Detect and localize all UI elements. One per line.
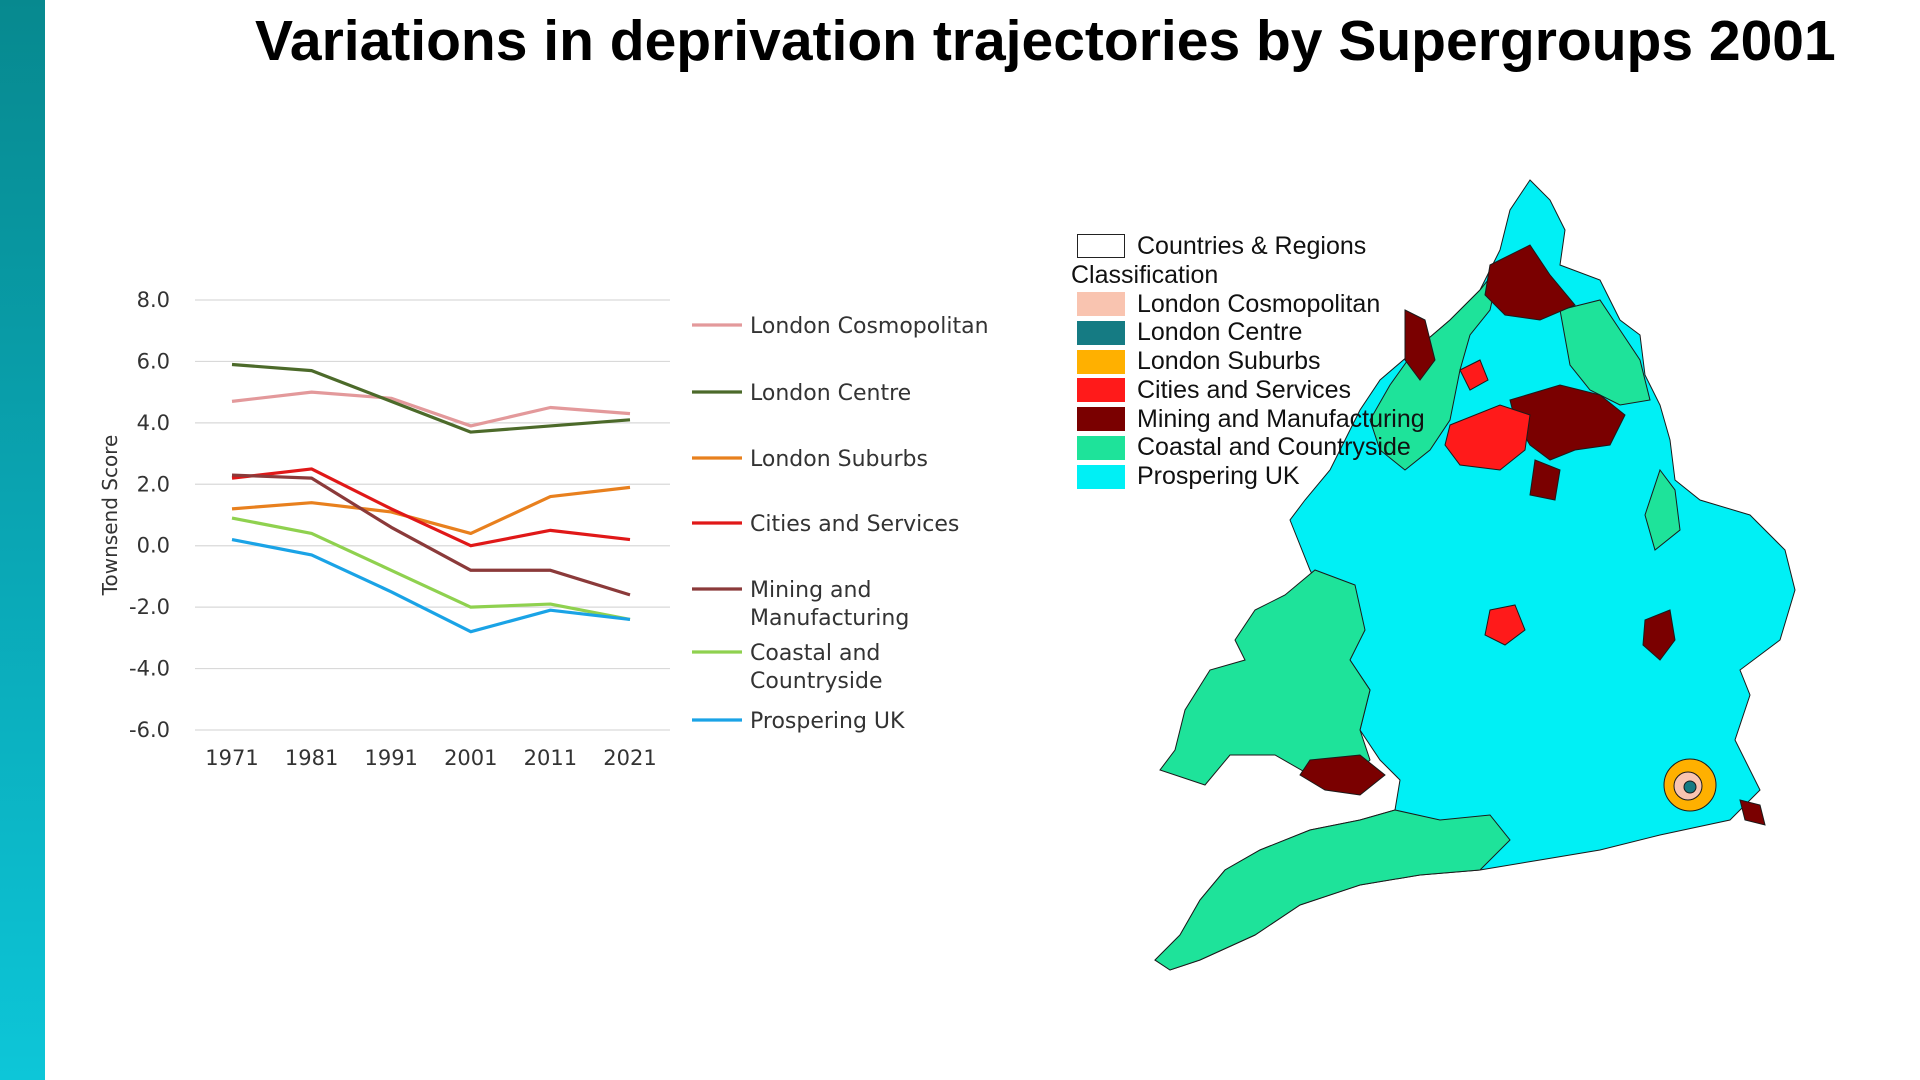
y-tick-label: -2.0 bbox=[129, 595, 170, 619]
map-region-southwest bbox=[1154, 809, 1511, 971]
series-line bbox=[231, 473, 631, 597]
map-legend-header-label: Countries & Regions bbox=[1137, 231, 1367, 260]
map-region-wales bbox=[1159, 569, 1371, 786]
x-tick-label: 2011 bbox=[524, 746, 577, 770]
map-region-northwest-cities bbox=[1459, 359, 1489, 391]
legend-item: London Centre bbox=[692, 381, 911, 406]
map-legend-subheader: Classification bbox=[1071, 260, 1219, 289]
x-tick-label: 1971 bbox=[205, 746, 258, 770]
chart-gridlines bbox=[195, 299, 670, 731]
map-legend-label: Mining and Manufacturing bbox=[1137, 404, 1425, 433]
map-region-lancashire-cities bbox=[1444, 404, 1531, 471]
series-line bbox=[231, 485, 631, 536]
x-tick-label: 1991 bbox=[364, 746, 417, 770]
map-legend-swatch bbox=[1077, 435, 1125, 460]
x-tick-label: 2001 bbox=[444, 746, 497, 770]
y-tick-label: 4.0 bbox=[137, 411, 170, 435]
legend-label: Countryside bbox=[750, 669, 882, 694]
map-legend-label: London Suburbs bbox=[1137, 347, 1321, 376]
y-tick-label: 2.0 bbox=[137, 472, 170, 496]
legend-item: London Suburbs bbox=[692, 447, 928, 472]
map-legend-item: London Centre bbox=[1077, 318, 1425, 347]
map-legend-label: Cities and Services bbox=[1137, 375, 1351, 404]
y-tick-label: 8.0 bbox=[137, 288, 170, 312]
y-tick-label: 0.0 bbox=[137, 534, 170, 558]
map-region-midlands-cities bbox=[1484, 604, 1526, 646]
side-accent-bar bbox=[0, 0, 45, 1080]
legend-label: Coastal and bbox=[750, 641, 880, 666]
map-legend-label: Coastal and Countryside bbox=[1137, 433, 1411, 462]
map-legend-item: Prospering UK bbox=[1077, 462, 1425, 491]
map-region-midlands-mining bbox=[1529, 459, 1561, 501]
map-region-east-mining bbox=[1642, 609, 1676, 661]
map-region-kent-mining bbox=[1739, 799, 1766, 826]
legend-item: London Cosmopolitan bbox=[692, 314, 989, 339]
map-legend-swatch bbox=[1077, 349, 1125, 374]
map-legend-swatch bbox=[1077, 291, 1125, 316]
map-legend-item: Mining and Manufacturing bbox=[1077, 405, 1425, 434]
legend-item: Coastal and Countryside bbox=[692, 641, 882, 694]
x-axis-ticks: 1971 1981 1991 2001 2011 2021 bbox=[205, 746, 656, 770]
map-region-north bbox=[1369, 264, 1501, 471]
x-tick-label: 2021 bbox=[603, 746, 656, 770]
legend-item: Mining and Manufacturing bbox=[692, 578, 909, 631]
legend-item: Cities and Services bbox=[692, 512, 959, 537]
series-line bbox=[231, 516, 631, 621]
legend-label: Manufacturing bbox=[750, 606, 909, 631]
map-legend-item: Coastal and Countryside bbox=[1077, 433, 1425, 463]
map-legend-header: Countries & Regions bbox=[1077, 232, 1425, 261]
townsend-line-chart: 8.0 6.0 4.0 2.0 0.0 -2.0 -4.0 -6.0 1971 1981 1991… bbox=[98, 288, 989, 770]
map-legend-label: London Centre bbox=[1137, 318, 1303, 347]
map-legend: Countries & Regions Classification Londo… bbox=[1071, 232, 1425, 492]
map-region-northeast-mining bbox=[1484, 244, 1576, 321]
map-legend-classes: London Cosmopolitan London Centre London S… bbox=[1077, 290, 1425, 492]
legend-label: Mining and bbox=[750, 578, 871, 603]
legend-label: London Cosmopolitan bbox=[750, 314, 989, 339]
england-wales-map bbox=[1154, 179, 1796, 971]
y-tick-label: 6.0 bbox=[137, 349, 170, 373]
map-legend-swatch bbox=[1077, 464, 1125, 489]
chart-series bbox=[231, 362, 631, 634]
legend-label: Prospering UK bbox=[750, 709, 905, 734]
map-legend-outline-swatch bbox=[1077, 234, 1125, 259]
legend-label: London Centre bbox=[750, 381, 911, 406]
map-legend-label: London Cosmopolitan bbox=[1137, 289, 1381, 318]
map-region-southwales-mining bbox=[1299, 754, 1386, 796]
map-region-east-coast bbox=[1644, 468, 1681, 551]
map-legend-label: Prospering UK bbox=[1137, 462, 1300, 491]
y-axis-title: Townsend Score bbox=[98, 435, 122, 597]
series-line bbox=[231, 467, 631, 548]
map-london-centre bbox=[1683, 780, 1697, 794]
map-legend-item: Cities and Services bbox=[1077, 376, 1425, 405]
map-legend-swatch bbox=[1077, 378, 1125, 403]
y-tick-label: -4.0 bbox=[129, 657, 170, 681]
legend-label: London Suburbs bbox=[750, 447, 928, 472]
x-tick-label: 1981 bbox=[285, 746, 338, 770]
series-line bbox=[231, 362, 631, 434]
map-legend-item: London Cosmopolitan bbox=[1077, 290, 1425, 319]
y-tick-label: -6.0 bbox=[129, 718, 170, 742]
map-region-cumbria-mining bbox=[1404, 309, 1436, 381]
map-legend-item: London Suburbs bbox=[1077, 347, 1425, 376]
map-legend-swatch bbox=[1077, 407, 1125, 432]
map-legend-swatch bbox=[1077, 320, 1125, 345]
y-axis-ticks: 8.0 6.0 4.0 2.0 0.0 -2.0 -4.0 -6.0 bbox=[129, 288, 170, 742]
series-line bbox=[231, 390, 631, 428]
series-line bbox=[231, 538, 631, 634]
map-region-yorkshire bbox=[1559, 299, 1651, 406]
chart-legend: London Cosmopolitan London Centre London S… bbox=[692, 314, 989, 734]
legend-label: Cities and Services bbox=[750, 512, 959, 537]
legend-item: Prospering UK bbox=[692, 709, 905, 734]
slide-title: Variations in deprivation trajectories b… bbox=[255, 9, 1836, 73]
